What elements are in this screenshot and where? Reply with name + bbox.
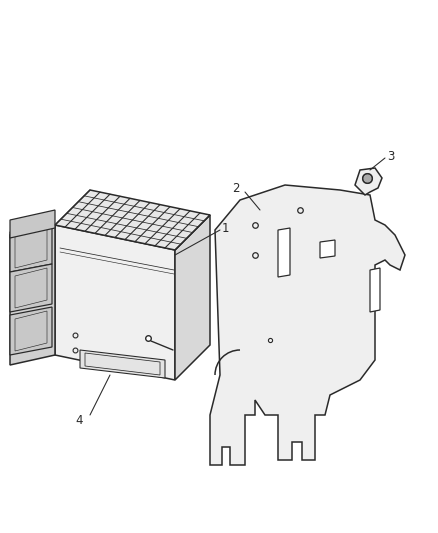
Polygon shape (175, 215, 209, 380)
Text: 1: 1 (222, 222, 229, 235)
Text: 3: 3 (386, 149, 393, 163)
Polygon shape (10, 225, 55, 365)
Polygon shape (354, 168, 381, 195)
Polygon shape (55, 225, 175, 380)
Polygon shape (10, 210, 55, 238)
Text: 2: 2 (231, 182, 239, 195)
Polygon shape (209, 185, 404, 465)
Text: 4: 4 (75, 414, 82, 426)
Polygon shape (319, 240, 334, 258)
Polygon shape (369, 268, 379, 312)
Polygon shape (55, 190, 209, 250)
Polygon shape (10, 307, 52, 355)
Polygon shape (277, 228, 290, 277)
Polygon shape (10, 264, 52, 312)
Polygon shape (10, 224, 52, 272)
Polygon shape (80, 350, 165, 378)
